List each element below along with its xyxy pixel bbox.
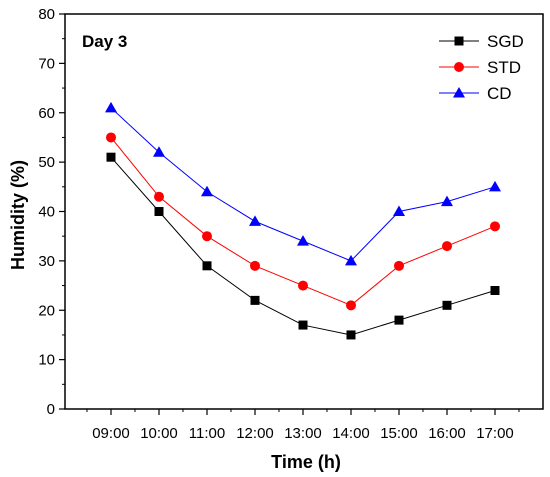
data-point-std [346,300,356,311]
data-point-cd [393,205,405,216]
y-tick-label: 0 [47,401,55,418]
data-point-cd [249,215,261,226]
data-point-std [106,132,116,143]
data-point-sgd [298,320,308,330]
legend-item-std: STD [439,58,521,77]
data-point-sgd [346,330,356,340]
data-point-cd [441,195,453,207]
x-tick-label: 16:00 [428,425,466,442]
data-point-cd [345,254,357,266]
data-point-std [298,280,308,291]
legend-item-cd: CD [439,84,512,103]
legend-marker [454,36,464,46]
legend-marker [454,62,464,72]
series-line-sgd [110,156,496,336]
data-point-cd [489,180,501,192]
data-point-std [394,260,404,271]
day-annotation: Day 3 [82,32,127,51]
y-tick-label: 70 [38,55,55,72]
y-tick-label: 40 [38,204,55,221]
y-tick-label: 10 [38,352,55,369]
legend-item-sgd: SGD [439,32,524,51]
legend-label: CD [487,84,512,103]
data-point-std [490,221,500,232]
x-tick-label: 15:00 [380,425,418,442]
data-point-sgd [250,295,260,305]
data-point-sgd [154,207,164,216]
y-tick-label: 50 [38,154,55,171]
y-tick-label: 60 [38,105,55,122]
axes-layer [64,13,544,410]
x-tick-label: 13:00 [284,425,322,442]
series-line-std [110,137,496,306]
plot-area-frame [64,13,544,410]
data-point-std [202,231,212,242]
data-point-std [442,241,452,252]
series-std [106,132,500,311]
legend-marker [453,87,465,98]
data-point-cd [297,235,309,246]
data-point-cd [153,146,165,157]
data-point-sgd [106,152,116,162]
x-tick-label: 17:00 [476,425,514,442]
data-point-sgd [202,261,212,271]
y-axis-title: Humidity (%) [8,160,28,270]
legend: SGD STD CD [439,32,524,103]
x-tick-label: 12:00 [236,425,274,442]
x-tick-label: 10:00 [140,425,178,442]
data-point-std [250,260,260,271]
x-tick-label: 11:00 [189,425,225,442]
data-point-sgd [442,300,452,310]
ticks-layer: 0 10 20 30 40 50 60 70 80 09:00 10:00 11:00 12:00 13:… [38,6,520,442]
data-point-std [154,191,164,202]
x-tick-label: 14:00 [332,425,370,442]
data-point-cd [105,101,117,113]
x-axis-title: Time (h) [271,452,341,472]
legend-label: SGD [487,32,524,51]
y-tick-label: 20 [38,302,55,319]
x-tick-label: 09:00 [92,425,130,442]
data-point-sgd [394,315,404,325]
data-point-sgd [490,286,500,295]
series-layer [105,101,501,340]
series-sgd [106,152,500,340]
legend-label: STD [487,58,521,77]
data-point-cd [201,185,213,197]
y-tick-label: 80 [38,6,55,23]
series-cd [105,101,501,266]
y-tick-label: 30 [38,253,55,270]
